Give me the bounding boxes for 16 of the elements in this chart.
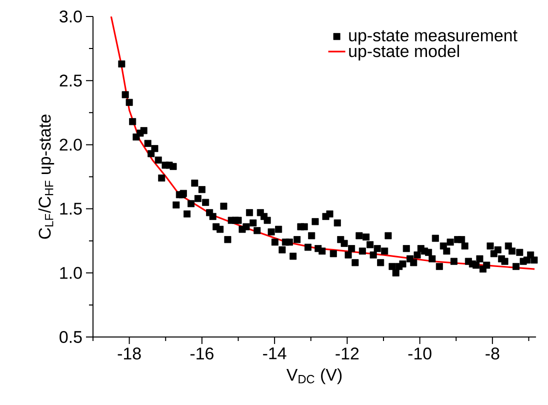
legend-label: up-state model [349,44,459,61]
x-axis-title: V$_{DC}$ (V) [286,368,342,384]
y-axis-title: C$_{LF}$/C$_{HF}$ up-state [38,114,54,239]
x-tick-label: -18 [118,348,141,360]
y-tick-label: 0.5 [60,331,82,343]
x-tick-label: -16 [190,348,214,360]
x-tick-label: -10 [408,348,432,360]
y-tick-label: 1.5 [60,202,82,215]
x-tick-label: -8 [486,348,500,360]
x-tick-label: -14 [263,348,286,360]
y-tick-label: 2.5 [60,74,82,87]
y-tick-label: 3.0 [60,10,82,22]
y-tick-label: 1.0 [60,266,82,279]
x-tick-label: -12 [336,348,359,360]
y-tick-label: 2.0 [60,138,82,151]
legend-label: up-state measurement [349,30,518,45]
